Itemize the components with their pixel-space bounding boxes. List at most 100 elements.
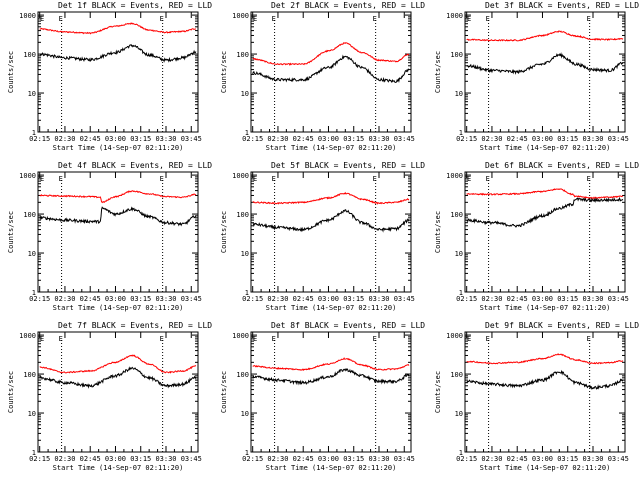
panel-title: Det 8f BLACK = Events, RED = LLD [271, 321, 425, 330]
marker-label: E [59, 335, 63, 343]
x-tick-label: 03:15 [557, 135, 578, 143]
x-axis-label: Start Time (14-Sep-07 02:11:20) [480, 304, 611, 312]
x-tick-label: 03:30 [155, 295, 176, 303]
marker-label: E [486, 175, 490, 183]
series-events-line [252, 367, 410, 386]
x-tick-label: 03:00 [105, 135, 126, 143]
y-tick-label: 1 [459, 289, 463, 297]
marker-label: E [59, 15, 63, 23]
series-lld-line [466, 353, 624, 365]
marker-label: E [160, 15, 164, 23]
y-axis-label: Counts/sec [7, 51, 15, 93]
x-tick-label: 03:00 [105, 295, 126, 303]
plot-frame [37, 171, 199, 293]
y-tick-label: 1000 [446, 332, 463, 340]
marker-label: E [486, 15, 490, 23]
x-axis-label: Start Time (14-Sep-07 02:11:20) [53, 464, 184, 472]
x-tick-label: 02:45 [293, 455, 314, 463]
plot-frame [464, 171, 626, 293]
marker-label: E [253, 175, 257, 183]
panel-det-2f: Det 2f BLACK = Events, RED = LLD E E E 1 10 10… [220, 1, 425, 152]
x-tick-label: 02:30 [481, 135, 502, 143]
y-tick-label: 1000 [232, 332, 249, 340]
x-tick-label: 03:45 [181, 295, 202, 303]
series-events-line [39, 206, 197, 227]
x-tick-label: 03:15 [343, 295, 364, 303]
y-tick-label: 1000 [232, 172, 249, 180]
x-tick-label: 03:45 [181, 135, 202, 143]
x-tick-label: 02:45 [293, 295, 314, 303]
x-axis-label: Start Time (14-Sep-07 02:11:20) [53, 144, 184, 152]
x-tick-label: 03:15 [343, 455, 364, 463]
y-tick-label: 1 [32, 289, 36, 297]
y-tick-label: 10 [241, 250, 249, 258]
y-tick-label: 1000 [446, 172, 463, 180]
y-tick-label: 100 [236, 51, 249, 59]
x-tick-label: 03:45 [608, 455, 629, 463]
plot-frame [464, 11, 626, 133]
plot-frame [37, 11, 199, 133]
panel-title: Det 4f BLACK = Events, RED = LLD [58, 161, 212, 170]
series-lld-line [252, 357, 410, 372]
series-events-line [466, 52, 623, 75]
marker-label: E [467, 335, 471, 343]
y-tick-label: 10 [28, 90, 36, 98]
marker-label: E [59, 175, 63, 183]
y-tick-label: 100 [23, 371, 36, 379]
panel-title: Det 1f BLACK = Events, RED = LLD [58, 1, 212, 10]
plot-frame [250, 11, 412, 133]
x-tick-label: 02:15 [456, 455, 477, 463]
plot-frame [37, 331, 199, 453]
x-tick-label: 02:45 [507, 295, 528, 303]
y-tick-label: 1 [459, 449, 463, 457]
panel-title: Det 3f BLACK = Events, RED = LLD [485, 1, 639, 10]
series-lld-line [252, 42, 410, 66]
y-tick-label: 1 [245, 129, 249, 137]
x-tick-label: 03:45 [608, 135, 629, 143]
y-tick-label: 10 [455, 410, 463, 418]
marker-label: E [272, 175, 276, 183]
marker-label: E [373, 15, 377, 23]
x-tick-label: 03:45 [608, 295, 629, 303]
y-tick-label: 10 [455, 90, 463, 98]
x-axis-label: Start Time (14-Sep-07 02:11:20) [53, 304, 184, 312]
panel-det-8f: Det 8f BLACK = Events, RED = LLD E E E 1 10 10… [220, 321, 425, 472]
marker-label: E [160, 335, 164, 343]
x-tick-label: 02:45 [507, 135, 528, 143]
y-axis-label: Counts/sec [434, 51, 442, 93]
y-tick-label: 1000 [232, 12, 249, 20]
x-tick-label: 03:00 [318, 135, 339, 143]
x-tick-label: 02:15 [242, 135, 263, 143]
marker-label: E [272, 15, 276, 23]
marker-label: E [587, 15, 591, 23]
y-tick-label: 1000 [19, 332, 36, 340]
x-tick-label: 03:15 [130, 295, 151, 303]
x-tick-label: 02:30 [481, 455, 502, 463]
y-tick-label: 100 [450, 371, 463, 379]
x-tick-label: 03:45 [394, 455, 415, 463]
x-tick-label: 03:30 [368, 455, 389, 463]
y-tick-label: 1 [245, 449, 249, 457]
marker-label: E [40, 175, 44, 183]
plot-frame [250, 331, 412, 453]
x-tick-label: 02:15 [29, 135, 50, 143]
x-tick-label: 02:30 [54, 295, 75, 303]
y-tick-label: 100 [236, 371, 249, 379]
x-tick-label: 02:45 [293, 135, 314, 143]
marker-label: E [40, 15, 44, 23]
marker-label: E [587, 335, 591, 343]
marker-label: E [253, 335, 257, 343]
series-events-line [466, 196, 624, 228]
x-tick-label: 02:15 [242, 455, 263, 463]
x-tick-label: 02:15 [456, 295, 477, 303]
x-tick-label: 03:00 [318, 455, 339, 463]
x-tick-label: 03:15 [130, 455, 151, 463]
y-tick-label: 100 [450, 51, 463, 59]
x-tick-label: 02:15 [29, 455, 50, 463]
series-events-line [252, 209, 410, 233]
x-axis-label: Start Time (14-Sep-07 02:11:20) [266, 144, 397, 152]
x-axis-label: Start Time (14-Sep-07 02:11:20) [266, 304, 397, 312]
marker-label: E [40, 335, 44, 343]
y-axis-label: Counts/sec [220, 211, 228, 253]
y-tick-label: 1 [245, 289, 249, 297]
